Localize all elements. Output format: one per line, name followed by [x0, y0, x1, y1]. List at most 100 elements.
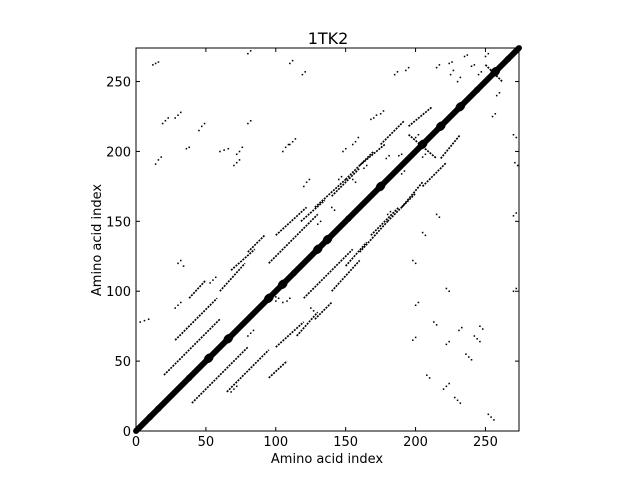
contact-point: [487, 52, 490, 55]
contact-point: [177, 262, 179, 265]
contact-point: [219, 150, 221, 153]
contact-segment: [380, 120, 405, 146]
contact-point: [351, 178, 354, 181]
contact-point: [282, 150, 284, 153]
contact-point: [308, 178, 311, 181]
contact-segment: [296, 311, 319, 337]
contact-segment: [331, 259, 361, 292]
contact-point: [340, 175, 343, 178]
contact-segment: [331, 167, 361, 197]
contact-point: [403, 170, 406, 172]
contact-segment: [163, 318, 221, 376]
contact-point: [412, 259, 414, 262]
contact-point: [304, 71, 306, 73]
chart-title: 1TK2: [308, 29, 349, 48]
contact-point: [154, 163, 157, 165]
diagonal-blob: [312, 244, 323, 255]
contact-point: [393, 73, 396, 76]
contact-point: [424, 153, 427, 156]
diagonal-blob: [322, 234, 333, 245]
contact-point: [400, 173, 403, 175]
contact-point: [238, 150, 241, 153]
contact-point: [512, 133, 515, 136]
contact-map-layer: [133, 45, 522, 434]
contact-point: [233, 388, 235, 390]
contact-point: [448, 290, 450, 293]
y-axis-label: Amino acid index: [90, 184, 105, 296]
contact-point: [372, 117, 375, 119]
contact-point: [512, 215, 515, 217]
contact-point: [515, 212, 518, 214]
x-tick-label: 100: [263, 435, 288, 450]
y-tick-label: 100: [106, 285, 131, 300]
contact-point: [272, 293, 274, 295]
contact-point: [470, 359, 473, 361]
contact-point: [230, 391, 232, 393]
diagonal-blob: [154, 404, 163, 413]
contact-point: [154, 62, 157, 65]
contact-point: [448, 340, 450, 343]
contact-point: [275, 296, 277, 298]
contact-point: [382, 110, 385, 112]
contact-segment: [440, 134, 461, 159]
contact-point: [143, 319, 146, 322]
contact-point: [451, 61, 453, 63]
y-tick-label: 150: [106, 215, 131, 230]
diagonal-blob: [290, 269, 298, 277]
x-tick-label: 250: [473, 435, 498, 450]
contact-point: [342, 150, 344, 153]
contact-point: [198, 129, 200, 132]
contact-point: [282, 301, 284, 304]
contact-point: [164, 119, 167, 122]
diagonal-blob: [223, 333, 234, 344]
contact-point: [403, 161, 406, 164]
y-tick-label: 200: [106, 145, 131, 160]
contact-point: [516, 164, 519, 167]
contact-point: [385, 157, 388, 160]
diagonal-blob: [185, 374, 193, 382]
contact-point: [291, 140, 294, 143]
contact-point: [247, 52, 249, 55]
tick-layer: 0 50 100 150 200 250 0 50 100 150 200 250: [106, 48, 519, 450]
contact-point: [289, 297, 291, 300]
contact-segment: [370, 206, 400, 236]
contact-point: [438, 64, 441, 66]
contact-point: [370, 118, 372, 121]
contact-point: [414, 262, 417, 265]
contact-point: [312, 310, 315, 312]
contact-point: [515, 287, 518, 290]
contact-point: [463, 55, 466, 58]
contact-point: [161, 122, 164, 125]
contact-point: [459, 402, 462, 404]
contact-point: [317, 223, 319, 225]
contact-point: [414, 304, 417, 307]
contact-point: [180, 301, 182, 304]
contact-segment: [188, 279, 207, 299]
contact-point: [344, 147, 347, 150]
contact-point: [448, 62, 450, 65]
contact-segment: [408, 106, 433, 127]
diagonal-blob: [203, 353, 214, 364]
contact-point: [177, 114, 179, 116]
x-axis-label: Amino acid index: [271, 452, 383, 467]
contact-point: [160, 156, 162, 158]
contact-point: [241, 146, 244, 149]
contact-point: [289, 143, 291, 146]
contact-segment: [484, 64, 503, 83]
contact-point: [512, 290, 515, 293]
diagonal-blob: [473, 86, 481, 94]
contact-point: [294, 138, 297, 140]
contact-segment: [275, 321, 305, 348]
contact-point: [412, 339, 414, 341]
contact-point: [389, 210, 392, 213]
contact-point: [249, 332, 252, 334]
contact-point: [330, 206, 333, 209]
contact-point: [484, 55, 487, 58]
contact-point: [203, 122, 206, 125]
x-tick-label: 50: [198, 435, 215, 450]
contact-point: [200, 125, 203, 128]
contact-point: [400, 153, 403, 156]
contact-point: [249, 50, 252, 52]
contact-point: [470, 65, 473, 68]
contact-point: [490, 416, 492, 418]
